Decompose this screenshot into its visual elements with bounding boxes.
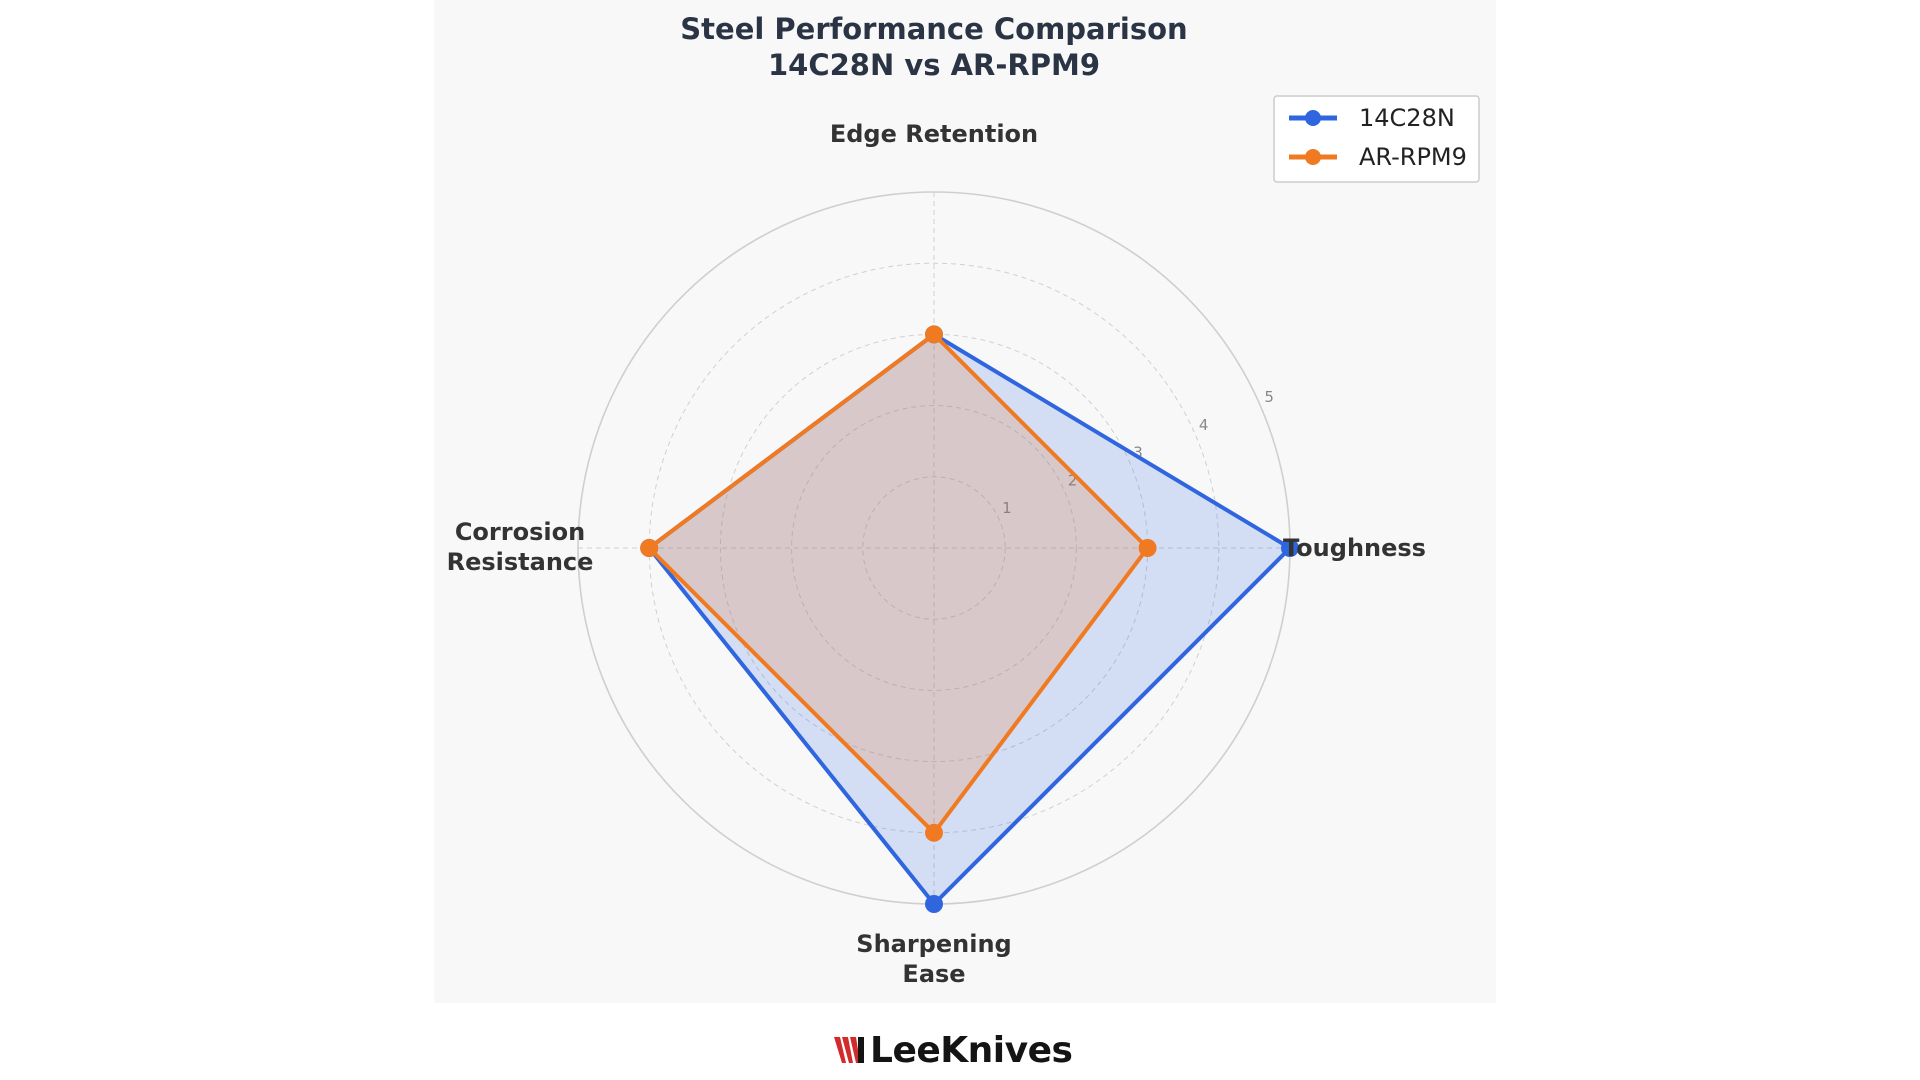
axis-label: Toughness	[1283, 534, 1426, 562]
data-point-14c28n	[1281, 539, 1299, 557]
axis-label: Corrosion	[455, 518, 585, 546]
axis-label: Sharpening	[856, 930, 1011, 958]
brand-name: LeeKnives	[870, 1029, 1073, 1071]
axis-label: Ease	[902, 960, 965, 988]
chart-title-line: Steel Performance Comparison	[680, 12, 1187, 46]
data-point-ar-rpm9	[925, 325, 943, 344]
grid-ring	[862, 476, 1006, 620]
data-point-14c28n	[925, 895, 943, 913]
chart-title-line: 14C28N vs AR-RPM9	[768, 48, 1100, 82]
red-stripes-icon	[834, 1037, 864, 1063]
data-point-ar-rpm9	[925, 823, 943, 842]
radial-tick-label: 4	[1199, 416, 1209, 434]
legend-swatch-marker	[1305, 149, 1321, 165]
data-point-ar-rpm9	[1138, 539, 1157, 557]
legend-label: AR-RPM9	[1359, 143, 1467, 171]
radial-tick-label: 3	[1133, 444, 1143, 462]
data-point-ar-rpm9	[640, 539, 659, 557]
grid-ring	[791, 405, 1077, 691]
radial-tick-label: 1	[1002, 499, 1012, 517]
legend-swatch-marker	[1305, 110, 1321, 126]
radial-tick-label: 5	[1264, 388, 1274, 406]
axis-label: Resistance	[447, 548, 594, 576]
axis-label: Edge Retention	[830, 120, 1038, 148]
brand-logo: LeeKnives	[834, 1028, 1073, 1072]
chart-panel: Steel Performance Comparison 14C28N vs AR…	[434, 0, 1496, 1003]
radial-tick-label: 2	[1068, 471, 1078, 489]
legend-label: 14C28N	[1359, 104, 1455, 132]
